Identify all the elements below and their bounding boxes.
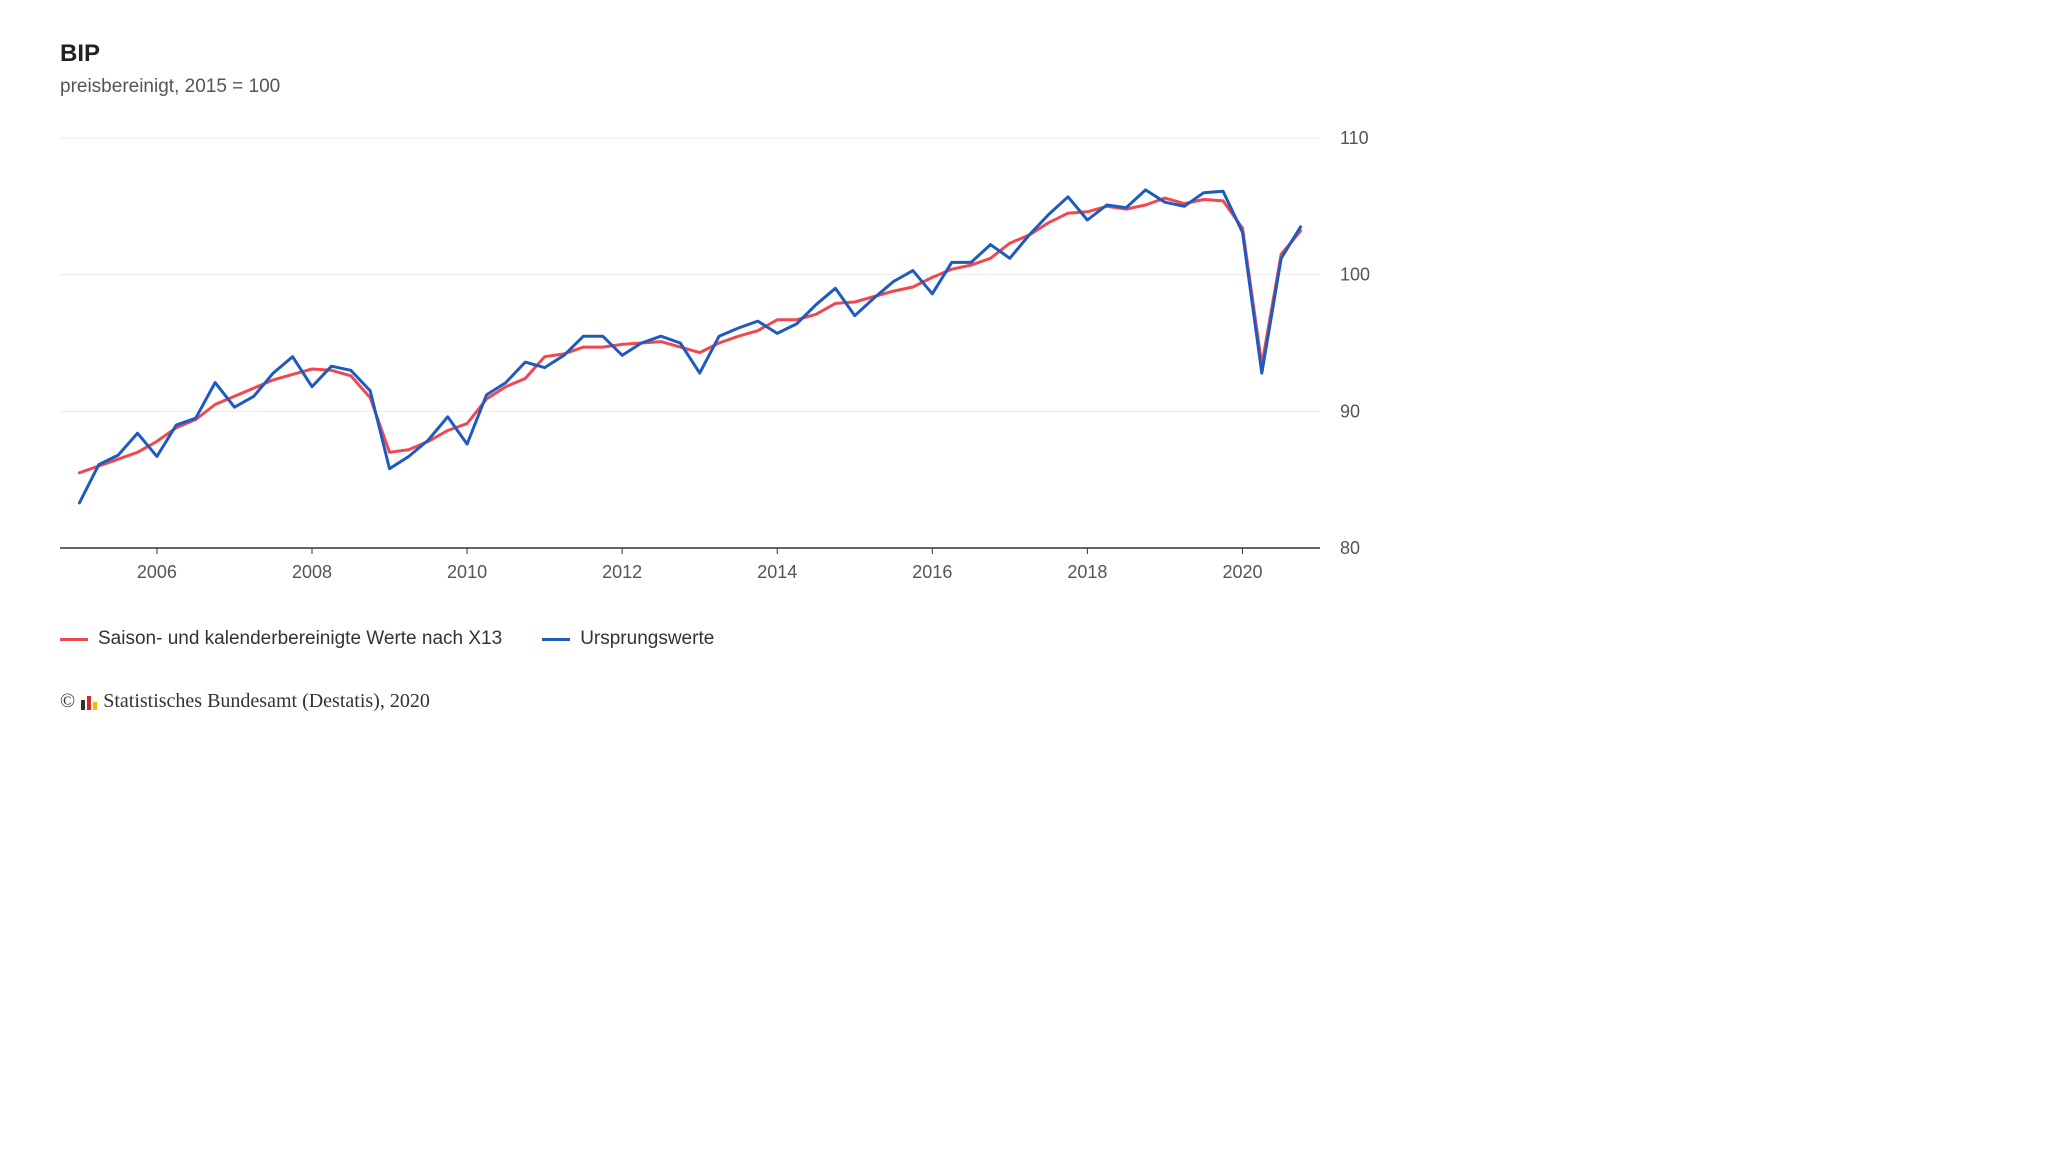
logo-bar-1 — [81, 700, 85, 710]
chart-subtitle: preisbereinigt, 2015 = 100 — [60, 76, 1396, 98]
logo-bar-3 — [93, 702, 97, 710]
legend-item-x13: Saison- und kalenderbereinigte Werte nac… — [60, 628, 502, 650]
chart-title: BIP — [60, 40, 1396, 68]
copyright-symbol: © — [60, 690, 75, 713]
source-line: © Statistisches Bundesamt (Destatis), 20… — [60, 690, 1396, 713]
svg-text:2008: 2008 — [292, 562, 332, 582]
svg-text:2014: 2014 — [757, 562, 797, 582]
chart-svg: 80 90 100 110 2006 2008 2010 2012 2014 2016 2018 20… — [60, 128, 1390, 598]
svg-text:2016: 2016 — [912, 562, 952, 582]
legend-item-ursprung: Ursprungswerte — [542, 628, 714, 650]
chart-container: BIP preisbereinigt, 2015 = 100 80 90 100 11… — [0, 0, 1456, 816]
svg-text:80: 80 — [1340, 538, 1360, 558]
source-text: Statistisches Bundesamt (Destatis), 2020 — [103, 690, 430, 713]
svg-text:2012: 2012 — [602, 562, 642, 582]
chart-plot-area: 80 90 100 110 2006 2008 2010 2012 2014 2016 2018 20… — [60, 128, 1390, 598]
legend-swatch-ursprung — [542, 638, 570, 641]
svg-text:2020: 2020 — [1222, 562, 1262, 582]
svg-text:100: 100 — [1340, 265, 1370, 285]
svg-text:2006: 2006 — [137, 562, 177, 582]
svg-text:110: 110 — [1340, 128, 1369, 148]
svg-text:90: 90 — [1340, 401, 1360, 421]
chart-legend: Saison- und kalenderbereinigte Werte nac… — [60, 628, 1396, 650]
svg-text:2018: 2018 — [1067, 562, 1107, 582]
legend-swatch-x13 — [60, 638, 88, 641]
legend-label-ursprung: Ursprungswerte — [580, 628, 714, 650]
legend-label-x13: Saison- und kalenderbereinigte Werte nac… — [98, 628, 502, 650]
logo-bar-2 — [87, 696, 91, 710]
svg-text:2010: 2010 — [447, 562, 487, 582]
destatis-logo-icon — [81, 694, 97, 710]
